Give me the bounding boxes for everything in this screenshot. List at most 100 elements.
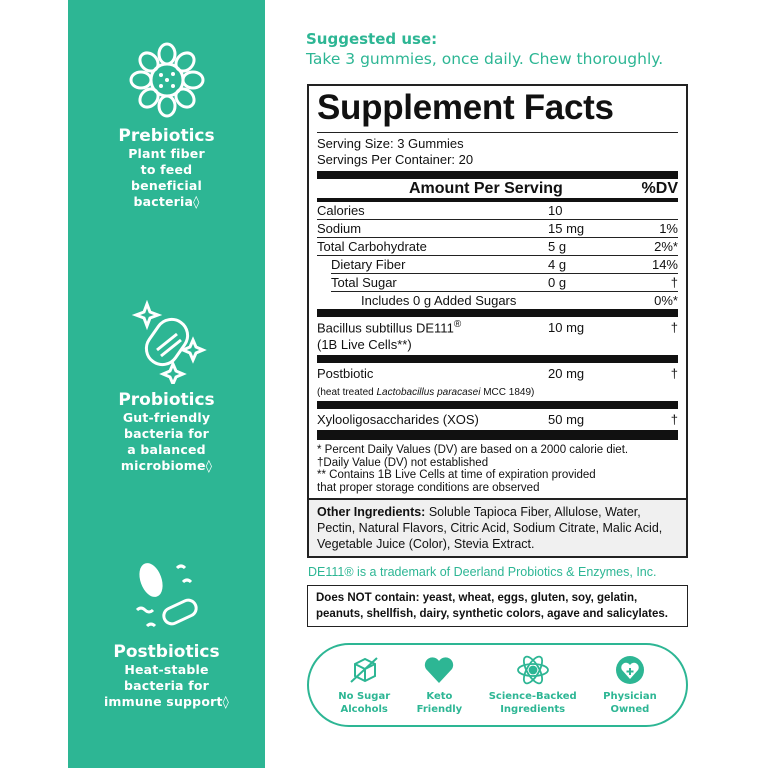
amount-header: Amount Per Serving %DV: [317, 179, 678, 202]
badge-label: Physician: [603, 691, 657, 702]
ingredient-dv: †: [670, 320, 678, 335]
servings-per-container: Servings Per Container: 20: [317, 152, 474, 167]
no-sugar-cube-icon: [350, 657, 378, 683]
ingredient-name: Xylooligosaccharides (XOS): [317, 412, 479, 428]
ingredient-amount: 50 mg: [548, 412, 585, 428]
feature-line: immune support◊: [103, 694, 230, 709]
badge-no-sugar-alcohols: No Sugar Alcohols: [338, 654, 390, 716]
supplement-facts-label: Supplement Facts Serving Size: 3 Gummies…: [307, 84, 688, 501]
nutrient-name: Total Carbohydrate: [317, 239, 427, 254]
postbiotic-bacteria-icon: [135, 563, 198, 628]
badge-label: No Sugar: [338, 691, 391, 702]
nutrient-row: Total Sugar 0 g †: [331, 274, 678, 292]
nutrient-dv: 1%: [659, 221, 678, 236]
species-name: Lactobacillus paracasei: [376, 387, 481, 399]
bacillus-sub: (1B Live Cells**): [317, 337, 412, 353]
other-ingredients: Other Ingredients: Soluble Tapioca Fiber…: [307, 500, 688, 559]
other-ingredients-text: Soluble Tapioca Fiber, Allulose, Water, …: [317, 505, 663, 552]
nutrient-dv: 0%*: [654, 293, 678, 308]
nutrient-amount: 5 g: [548, 239, 567, 254]
badge-label: Alcohols: [340, 704, 388, 715]
feature-line: Gut-friendly: [122, 410, 211, 425]
badge-label: Friendly: [416, 704, 463, 715]
ingredient-amount: 20 mg: [548, 366, 585, 382]
ingredient-dv: †: [670, 412, 678, 428]
badges-bar: No Sugar Alcohols Keto Friendly Science-Ba…: [307, 643, 688, 727]
amount-per-serving-label: Amount Per Serving: [409, 180, 563, 197]
nutrient-row: Sodium 15 mg 1%: [317, 220, 678, 238]
feature-title: Prebiotics: [118, 126, 215, 146]
other-ingredients-label: Other Ingredients:: [317, 505, 426, 520]
footnote: ** Contains 1B Live Cells at time of exp…: [317, 469, 596, 482]
ingredient-row-postbiotic: Postbiotic (heat treated Lactobacillus pa…: [317, 363, 678, 410]
heart-icon: [425, 657, 454, 683]
ingredient-name: Postbiotic (heat treated Lactobacillus pa…: [317, 365, 548, 399]
badge-label: Owned: [610, 704, 650, 715]
suggested-use: Suggested use: Take 3 gummies, once dail…: [306, 30, 663, 68]
nutrient-amount: 4 g: [548, 257, 567, 272]
badge-label: Science-Backed: [488, 691, 577, 702]
nutrient-amount: 15 mg: [548, 221, 585, 236]
registered-mark: ®: [453, 319, 462, 330]
nutrient-name: Includes 0 g Added Sugars: [361, 293, 517, 308]
feature-title: Probiotics: [118, 390, 215, 410]
footnote: that proper storage conditions are obser…: [317, 481, 540, 494]
ingredient-name: Bacillus subtillus DE111® (1B Live Cells*…: [317, 319, 548, 353]
badge-physician-owned: Physician Owned: [603, 654, 657, 716]
sub-text: MCC 1849): [480, 387, 535, 399]
badge-science-backed: Science-Backed Ingredients: [489, 654, 577, 716]
ingredient-amount: 10 mg: [548, 320, 585, 335]
nutrient-amount: [548, 292, 618, 309]
nutrient-amount: 0 g: [548, 275, 567, 290]
nutrient-name: Dietary Fiber: [331, 257, 406, 272]
feature-prebiotics: Prebiotics Plant fiber to feed beneficia…: [68, 40, 265, 210]
physician-heart-icon: [615, 656, 644, 684]
probiotic-sparkle-icon: [131, 300, 207, 384]
nutrient-dv: †: [670, 275, 678, 290]
suggested-use-text: Take 3 gummies, once daily. Chew thoroug…: [306, 50, 664, 68]
nutrient-dv: 14%: [651, 257, 678, 272]
sub-text: (heat treated: [317, 387, 377, 399]
nutrient-amount: 10: [548, 203, 563, 218]
feature-title: Postbiotics: [113, 642, 220, 662]
suggested-use-heading: Suggested use:: [306, 30, 438, 48]
postbiotic-name: Postbiotic: [317, 366, 374, 382]
feature-line: bacteria for: [123, 426, 210, 441]
postbiotic-sub: (heat treated Lactobacillus paracasei MC…: [317, 387, 534, 398]
feature-line: a balanced: [127, 442, 206, 457]
feature-probiotics: Probiotics Gut-friendly bacteria for a b…: [68, 300, 265, 474]
feature-line: to feed: [140, 162, 193, 177]
feature-line: Plant fiber: [128, 146, 205, 161]
prebiotic-flower-icon: [129, 42, 204, 118]
allergen-statement: Does NOT contain: yeast, wheat, eggs, gl…: [307, 585, 688, 628]
badge-keto-friendly: Keto Friendly: [416, 654, 463, 716]
dv-label: %DV: [641, 180, 678, 197]
nutrient-dv: [618, 202, 678, 219]
badge-label: Ingredients: [500, 704, 566, 715]
feature-line: beneficial: [131, 178, 202, 193]
badge-label: Keto: [426, 691, 453, 702]
feature-postbiotics: Postbiotics Heat-stable bacteria for imm…: [68, 560, 265, 710]
nutrient-name: Sodium: [317, 221, 362, 236]
facts-title: Supplement Facts: [317, 88, 614, 127]
footnote: * Percent Daily Values (DV) are based on…: [317, 444, 629, 457]
trademark-note: DE111® is a trademark of Deerland Probio…: [308, 565, 657, 580]
feature-line: microbiome◊: [120, 458, 213, 473]
serving-info: Serving Size: 3 Gummies Servings Per Con…: [317, 132, 678, 168]
ingredient-row-bacillus: Bacillus subtillus DE111® (1B Live Cells*…: [317, 317, 678, 364]
footnotes: * Percent Daily Values (DV) are based on…: [317, 440, 678, 494]
nutrient-row: Calories 10: [317, 202, 678, 220]
benefits-panel: Prebiotics Plant fiber to feed beneficia…: [68, 0, 265, 768]
nutrient-name: Calories: [317, 203, 365, 218]
nutrient-row: Total Carbohydrate 5 g 2%*: [317, 238, 678, 256]
nutrient-name: Total Sugar: [331, 275, 397, 290]
ingredient-dv: †: [670, 366, 678, 382]
divider: [317, 171, 678, 179]
nutrient-row: Includes 0 g Added Sugars 0%*: [317, 292, 678, 317]
nutrient-row: Dietary Fiber 4 g 14%: [331, 256, 678, 274]
label-column: Supplement Facts Serving Size: 3 Gummies…: [307, 84, 688, 628]
feature-line: bacteria for: [123, 678, 210, 693]
feature-line: Heat-stable: [124, 662, 209, 677]
bacillus-name: Bacillus subtillus DE111: [317, 320, 454, 336]
atom-icon: [516, 655, 549, 685]
